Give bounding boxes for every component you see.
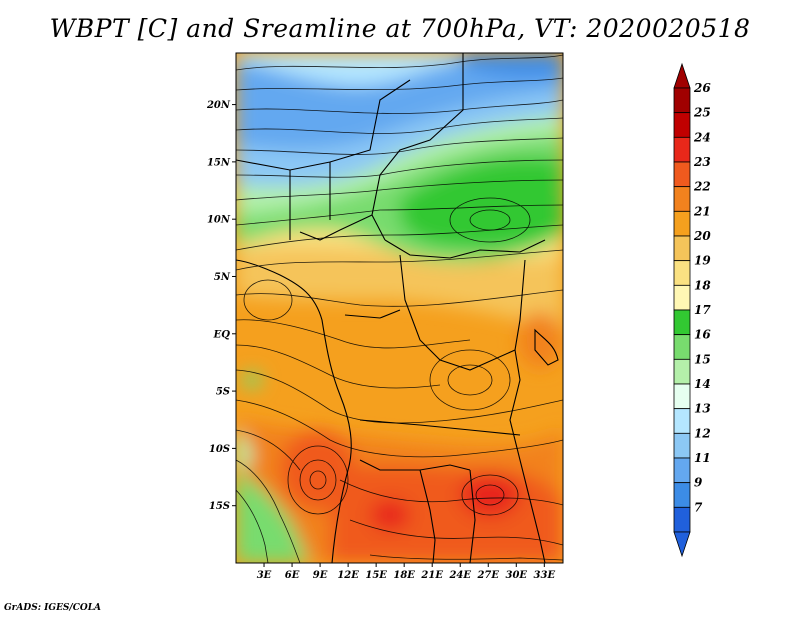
colorbar-swatch xyxy=(673,309,691,336)
lat-tick-label: 10N xyxy=(207,215,231,226)
colorbar-label: 12 xyxy=(694,426,711,440)
colorbar-label: 24 xyxy=(693,130,711,144)
colorbar-swatch xyxy=(673,161,691,188)
lon-axis: 3E 6E 9E 12E 15E 18E 21E 24E 27E 30E 33E xyxy=(257,563,556,581)
colorbar-swatch xyxy=(673,87,691,114)
lat-tick-label: 20N xyxy=(206,100,231,111)
lon-tick-label: 30E xyxy=(506,570,528,581)
lon-tick-label: 9E xyxy=(313,570,328,581)
lon-tick-label: 3E xyxy=(257,570,272,581)
lon-tick-label: 33E xyxy=(534,570,556,581)
lat-axis: 20N 15N 10N 5N EQ 5S 10S 15S xyxy=(206,100,236,512)
colorbar-label: 15 xyxy=(694,352,711,366)
lat-tick-label: 10S xyxy=(209,444,230,455)
lon-tick-label: 12E xyxy=(337,570,359,581)
colorbar-label: 26 xyxy=(693,81,711,95)
colorbar-label: 22 xyxy=(693,180,711,194)
lat-tick-label: 15S xyxy=(209,501,230,512)
borders xyxy=(236,53,559,563)
colorbar-label: 23 xyxy=(693,155,711,169)
colorbar-swatch xyxy=(673,408,691,434)
colorbar-top-arrow xyxy=(673,62,691,89)
lon-tick-label: 27E xyxy=(476,570,499,581)
colorbar-swatch xyxy=(673,482,691,508)
colorbar-label: 25 xyxy=(693,106,711,120)
colorbar-bottom-arrow xyxy=(673,531,691,558)
colorbar-label: 17 xyxy=(694,303,711,317)
colorbar-label: 19 xyxy=(694,254,711,268)
colorbar-swatch xyxy=(673,383,691,410)
colorbar-label: 11 xyxy=(694,451,711,465)
colorbar-swatch xyxy=(673,334,691,360)
lon-tick-label: 21E xyxy=(420,570,443,581)
colorbar-label: 7 xyxy=(694,500,703,514)
streamlines xyxy=(236,54,563,563)
chart-title: WBPT [C] and Sreamline at 700hPa, VT: 20… xyxy=(49,14,751,43)
colorbar-swatch xyxy=(673,260,691,286)
colorbar-swatch xyxy=(673,358,691,385)
lat-tick-label: 15N xyxy=(207,157,231,168)
colorbar-swatch xyxy=(673,457,691,484)
colorbar-swatch xyxy=(673,186,691,212)
lat-tick-label: 5S xyxy=(216,387,230,398)
colorbar-label: 18 xyxy=(694,278,711,292)
colorbar-label: 20 xyxy=(693,229,711,243)
credit-label: GrADS: IGES/COLA xyxy=(4,603,102,613)
colorbar-label: 13 xyxy=(694,402,711,416)
lat-tick-label: 5N xyxy=(214,272,231,283)
lon-tick-label: 24E xyxy=(448,570,471,581)
colorbar-legend: 26 25 24 23 22 21 20 19 18 17 16 15 14 13 12 11 9 7 xyxy=(673,62,711,558)
colorbar-swatch xyxy=(673,136,691,163)
colorbar-swatch xyxy=(673,506,691,533)
colorbar-label: 9 xyxy=(694,476,703,490)
lon-tick-label: 6E xyxy=(285,570,300,581)
colorbar-swatch xyxy=(673,112,691,138)
colorbar-swatch xyxy=(673,432,691,459)
map-area xyxy=(236,53,563,563)
lon-tick-label: 18E xyxy=(393,570,415,581)
colorbar-label: 14 xyxy=(694,377,711,391)
colorbar-swatch xyxy=(673,210,691,237)
map-frame xyxy=(235,52,564,564)
colorbar-swatch xyxy=(673,235,691,262)
colorbar-label: 21 xyxy=(693,204,711,218)
colorbar-swatch xyxy=(673,284,691,311)
lon-tick-label: 15E xyxy=(365,570,387,581)
temperature-field xyxy=(236,53,563,563)
colorbar-label: 16 xyxy=(694,328,711,342)
lat-tick-label: EQ xyxy=(213,329,231,340)
